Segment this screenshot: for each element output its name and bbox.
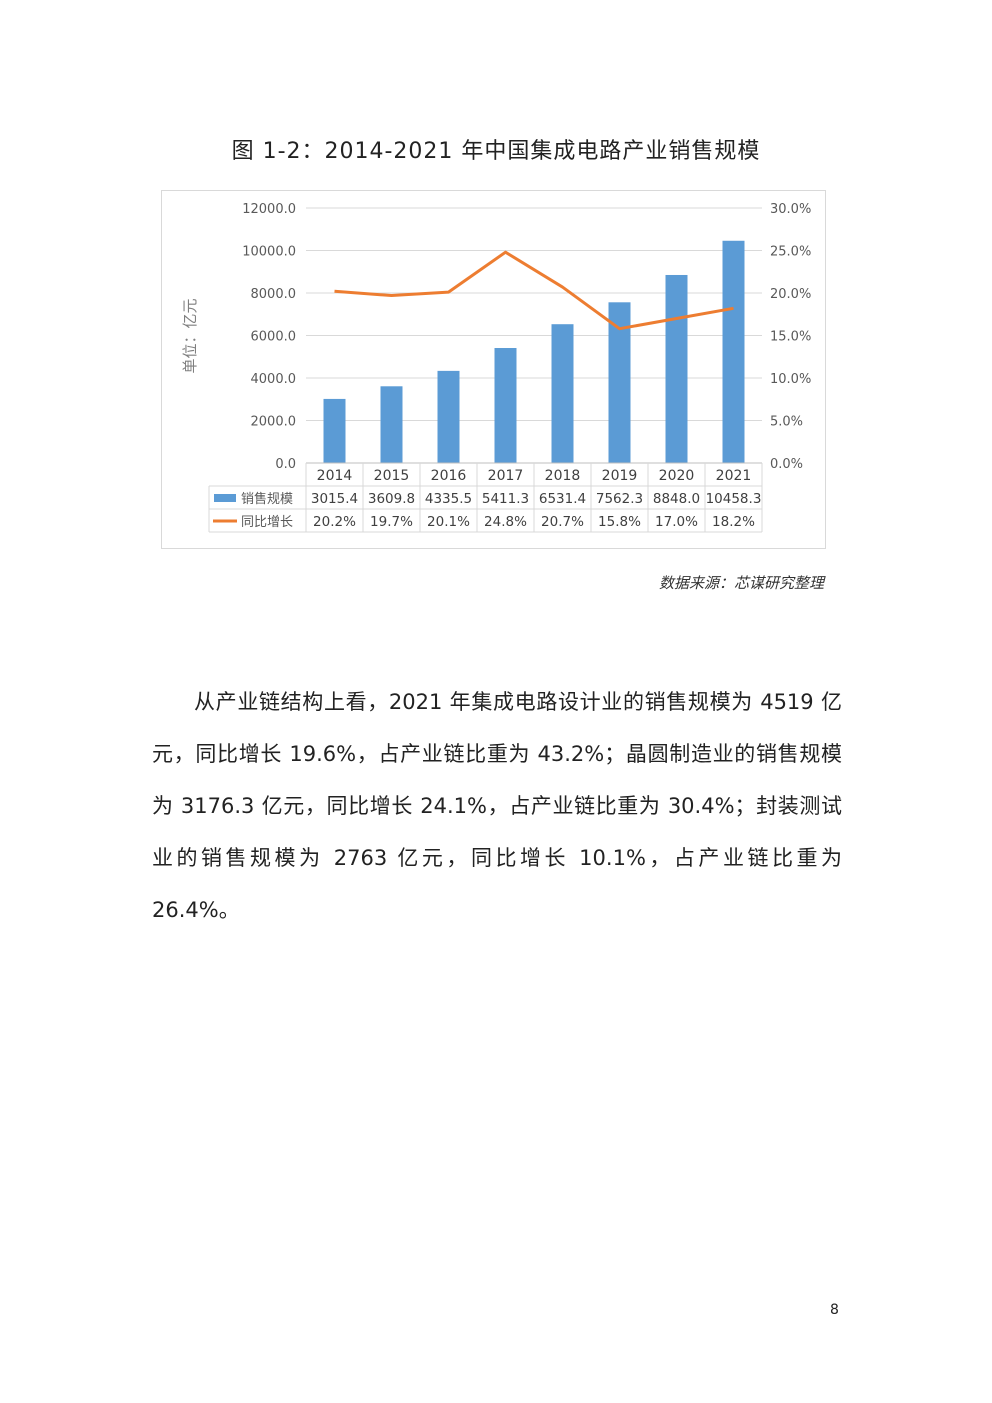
data-label-line: 19.7% [370,514,413,530]
x-tick-label: 2015 [374,468,410,484]
y2-tick-label: 25.0% [770,245,811,260]
bar [437,370,460,463]
y2-tick-label: 5.0% [770,415,803,430]
y2-tick-label: 30.0% [770,202,811,217]
y2-tick-label: 0.0% [770,457,803,472]
data-label-line: 24.8% [484,514,527,530]
data-label-bar: 6531.4 [539,491,586,507]
bar [551,324,574,463]
data-label-bar: 8848.0 [653,491,700,507]
page-number: 8 [830,1302,839,1318]
bar [665,274,688,463]
line-series [334,250,734,331]
x-tick-label: 2020 [659,468,695,484]
data-label-bar: 4335.5 [425,491,472,507]
data-label-line: 18.2% [712,514,755,530]
legend-label-bar: 销售规模 [241,491,293,507]
bar [380,386,403,463]
y-tick-label: 2000.0 [251,415,297,430]
x-tick-label: 2021 [716,468,752,484]
body-text: 从产业链结构上看，2021 年集成电路设计业的销售规模为 4519 亿元，同比增… [152,676,842,936]
x-tick-label: 2014 [317,468,353,484]
data-label-line: 17.0% [655,514,698,530]
chart-container: 0.0 2000.0 4000.0 6000.0 8000.0 10000.0 12000.… [161,190,826,549]
y2-tick-label: 15.0% [770,330,811,345]
y-tick-label: 10000.0 [242,245,296,260]
data-label-bar: 10458.3 [706,491,762,507]
y-tick-label: 0.0 [275,457,296,472]
x-tick-label: 2016 [431,468,467,484]
legend-key-bar [214,494,236,502]
bar [494,348,517,463]
data-label-bar: 7562.3 [596,491,643,507]
y2-tick-label: 10.0% [770,372,811,387]
data-label-line: 20.2% [313,514,356,530]
body-paragraph: 从产业链结构上看，2021 年集成电路设计业的销售规模为 4519 亿元，同比增… [152,690,842,922]
y-axis-label: 单位：亿元 [181,298,199,373]
data-label-bar: 5411.3 [482,491,529,507]
x-tick-label: 2018 [545,468,581,484]
y-tick-label: 4000.0 [251,372,297,387]
bar [323,398,346,463]
combo-chart: 0.0 2000.0 4000.0 6000.0 8000.0 10000.0 12000.… [181,202,811,533]
data-label-line: 20.7% [541,514,584,530]
y2-tick-label: 20.0% [770,287,811,302]
data-label-line: 15.8% [598,514,641,530]
legend-label-line: 同比增长 [241,515,293,530]
y-tick-label: 6000.0 [251,330,297,345]
data-label-line: 20.1% [427,514,470,530]
data-label-bar: 3015.4 [311,491,358,507]
figure-source: 数据来源：芯谋研究整理 [658,574,824,592]
y-tick-label: 8000.0 [251,287,297,302]
x-tick-label: 2017 [488,468,524,484]
y-tick-label: 12000.0 [242,202,296,217]
x-tick-label: 2019 [602,468,638,484]
bar [722,240,745,463]
figure-title: 图 1-2：2014-2021 年中国集成电路产业销售规模 [231,139,761,164]
bar [608,302,631,463]
data-label-bar: 3609.8 [368,491,415,507]
